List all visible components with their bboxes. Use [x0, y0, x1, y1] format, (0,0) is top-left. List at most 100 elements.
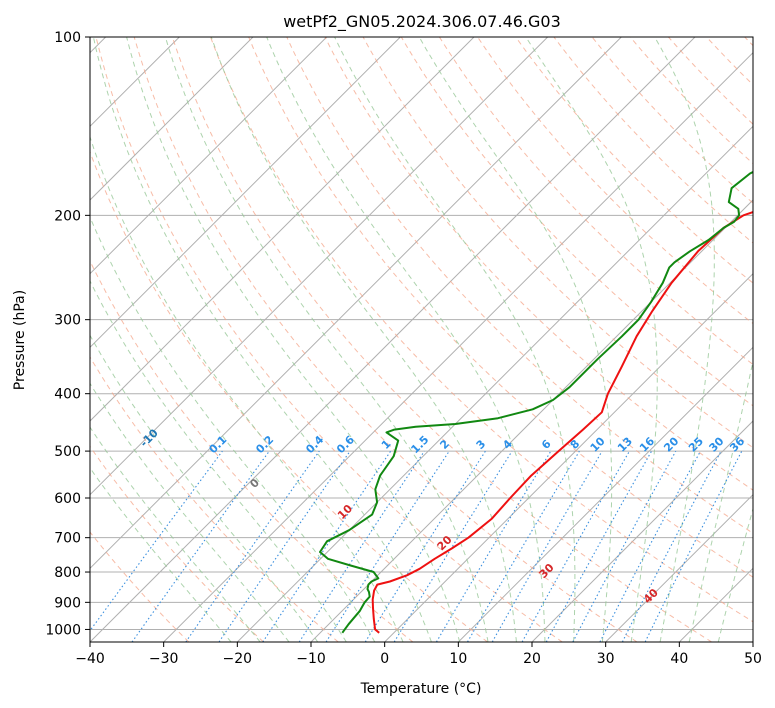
moist-adiabat-line	[210, 37, 517, 642]
mixing-ratio-label: 0.6	[334, 433, 357, 456]
moist-adiabat-line	[164, 37, 489, 642]
moist-adiabat-line	[266, 37, 546, 642]
x-tick-label: −10	[296, 651, 326, 667]
isotherm-line	[531, 420, 753, 642]
isotherm-line	[90, 37, 254, 201]
dry-adiabat-line	[286, 37, 753, 534]
mixing-ratio-label: 13	[615, 435, 635, 455]
dry-adiabat-line	[668, 37, 753, 125]
moist-adiabat-line	[688, 358, 753, 642]
plot-frame	[89, 36, 754, 643]
moist-adiabat-line	[90, 426, 261, 642]
x-tick-label: −30	[149, 651, 179, 667]
dewpoint-profile-line	[319, 170, 753, 634]
dry-adiabat-line	[477, 37, 753, 325]
x-axis-label: Temperature (°C)	[360, 681, 482, 697]
moist-adiabat-line	[654, 37, 715, 642]
y-tick-label: 400	[54, 387, 81, 403]
x-tick-label: 20	[523, 651, 541, 667]
x-tick-label: 40	[670, 651, 688, 667]
dry-adiabat-line	[90, 356, 339, 642]
dry-adiabat-label: 10	[335, 502, 355, 522]
chart-title: wetPf2_GN05.2024.306.07.46.G03	[283, 12, 561, 32]
mixing-ratio-line	[325, 450, 450, 642]
dry-adiabat-line	[90, 259, 414, 642]
mixing-ratio-line	[90, 450, 223, 632]
x-tick-label: 30	[597, 651, 615, 667]
isotherm-line	[457, 346, 753, 642]
y-tick-label: 1000	[45, 622, 81, 638]
moist-adiabat-line	[92, 37, 432, 642]
background-lines	[90, 37, 753, 642]
isotherm-line	[678, 567, 753, 642]
dry-adiabat-line	[744, 37, 753, 47]
mixing-ratio-label: 1	[379, 437, 394, 452]
y-tick-label: 500	[54, 444, 81, 460]
isotherm-line	[90, 37, 696, 642]
moist-adiabat-line	[334, 37, 576, 642]
y-tick-label: 800	[54, 565, 81, 581]
dry-adiabat-line	[210, 37, 753, 623]
mixing-ratio-line	[644, 450, 743, 642]
mixing-ratio-label: 1.5	[408, 433, 431, 456]
x-tick-label: 50	[744, 651, 762, 667]
dry-adiabat-line	[171, 37, 712, 642]
mixing-ratio-label: 4	[500, 437, 515, 452]
dry-adiabat-line	[133, 37, 638, 642]
moist-adiabat-line	[90, 334, 319, 642]
mixing-ratio-label: 3	[474, 437, 489, 452]
mixing-ratio-line	[521, 450, 630, 642]
isotherm-line	[90, 37, 328, 275]
x-tick-label: 0	[380, 651, 389, 667]
isotherm-line	[90, 37, 549, 496]
mixing-ratio-line	[262, 450, 392, 642]
moist-adiabat-line	[717, 506, 753, 642]
dry-adiabat-line	[706, 37, 753, 86]
isotherm-line	[90, 37, 475, 422]
dry-adiabat-line	[90, 445, 264, 642]
x-tick-label: −20	[223, 651, 253, 667]
mixing-ratio-label: 0.2	[253, 433, 276, 456]
isotherm-line	[605, 493, 753, 642]
dry-adiabat-line	[438, 37, 753, 366]
dry-adiabat-line	[248, 37, 753, 578]
y-tick-label: 100	[54, 30, 81, 46]
x-tick-label: −40	[75, 651, 105, 667]
isotherm-line	[752, 641, 753, 642]
moist-adiabat-line	[525, 37, 658, 642]
isotherm-line	[90, 37, 622, 570]
mixing-ratio-label: 25	[686, 435, 706, 455]
dry-adiabat-line	[90, 150, 488, 642]
y-tick-label: 300	[54, 313, 81, 329]
moist-adiabat-line	[90, 467, 232, 642]
isotherm-line	[236, 125, 753, 642]
mixing-ratio-label: 2	[437, 437, 452, 452]
x-tick-label: 10	[449, 651, 467, 667]
axes: −40 −30 −20 −10 0 10 20 30 40 5010020030040050060…	[45, 30, 762, 667]
isotherm-line	[384, 272, 753, 642]
dry-adiabat-line	[515, 37, 753, 284]
moist-adiabat-line	[418, 37, 613, 642]
y-tick-label: 600	[54, 491, 81, 507]
mixing-ratio-line	[572, 450, 677, 642]
moist-adiabat-label: -10	[138, 426, 161, 449]
mixing-ratio-label: 6	[539, 437, 554, 452]
dry-adiabat-line	[90, 531, 190, 642]
moist-adiabat-label: -30	[0, 352, 1, 375]
y-tick-label: 900	[54, 595, 81, 611]
y-tick-label: 700	[54, 531, 81, 547]
profile-series	[319, 170, 753, 634]
mixing-ratio-line	[545, 450, 653, 642]
dry-adiabat-label: 20	[435, 533, 455, 553]
isotherm-line	[310, 199, 753, 642]
mixing-ratio-label: 0.4	[303, 433, 326, 456]
dry-adiabat-line	[95, 37, 563, 642]
mixing-ratio-line	[218, 450, 351, 642]
mixing-ratio-label: 0.1	[206, 433, 229, 456]
mixing-ratio-label: 8	[568, 437, 583, 452]
moist-adiabat-line	[90, 382, 290, 642]
mixing-ratio-line	[393, 450, 513, 642]
moist-adiabat-line	[90, 135, 404, 642]
moist-adiabat-line	[90, 215, 376, 642]
